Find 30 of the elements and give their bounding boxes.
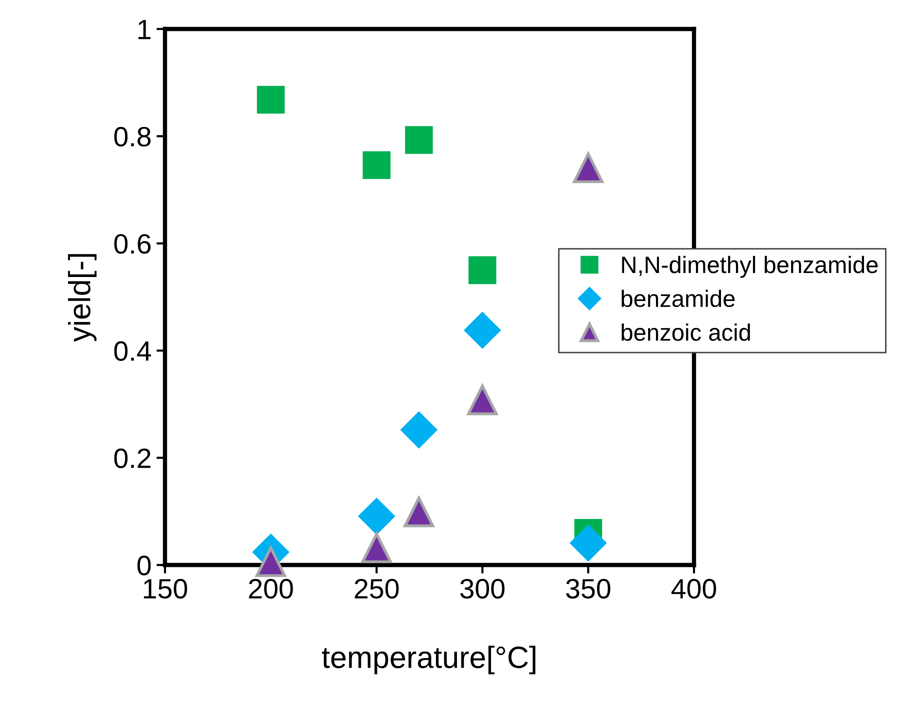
x-axis-title: temperature[°C]: [322, 646, 536, 674]
legend-label: benzamide: [622, 290, 735, 308]
y-tick-label: 0.6: [114, 234, 151, 254]
point: [362, 151, 390, 180]
x-tick-label: 350: [566, 578, 610, 599]
x-tick-label: 300: [460, 578, 504, 599]
point: [256, 86, 285, 114]
point: [361, 532, 392, 564]
y-tick-label: 0.2: [114, 448, 150, 468]
y-tick-label: 0.4: [114, 341, 151, 361]
point: [468, 256, 496, 284]
point: [464, 312, 500, 348]
x-tick-label: 200: [249, 578, 293, 599]
point: [400, 412, 438, 448]
point: [572, 152, 604, 184]
point: [570, 524, 606, 562]
point: [256, 546, 286, 578]
legend-label: benzoic acid: [622, 324, 750, 341]
x-tick-label: 400: [671, 578, 716, 599]
y-tick-label: 0.8: [114, 126, 151, 147]
point: [404, 496, 434, 528]
y-axis-title: yield[-]: [68, 254, 97, 342]
point: [358, 498, 395, 534]
x-tick-label: 150: [144, 578, 188, 599]
y-tick-label: 1: [138, 20, 150, 40]
y-tick-label: 0: [137, 556, 151, 576]
point: [405, 126, 433, 154]
point: [467, 384, 498, 416]
x-tick-label: 250: [354, 578, 399, 599]
legend-label: N,N-dimethyl benzamide: [622, 256, 878, 278]
